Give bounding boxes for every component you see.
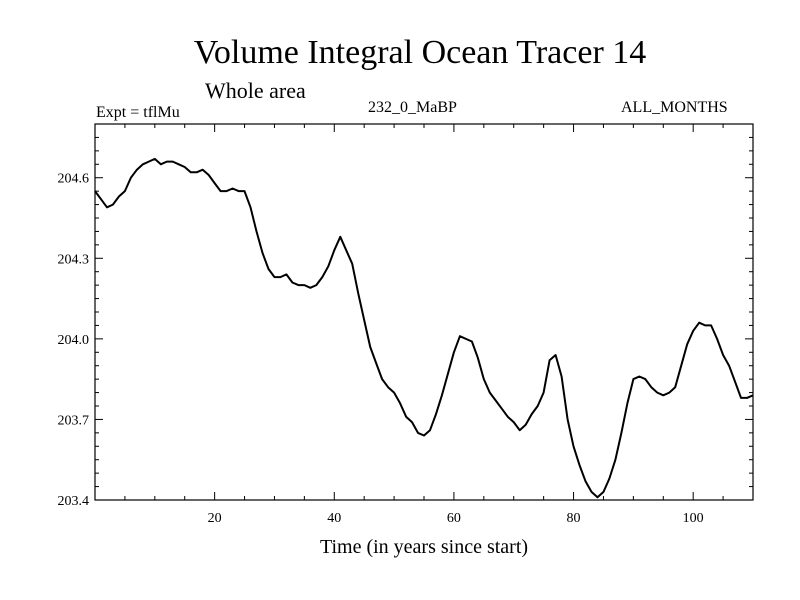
y-tick-label: 203.4 [58,494,90,509]
x-tick-label: 40 [327,511,341,526]
experiment-label: Expt = tflMu [96,104,180,121]
y-tick-label: 204.0 [58,333,90,348]
y-tick-label: 203.7 [58,413,90,428]
series-line [94,157,754,499]
axis-tick-labels: 20 40 60 80 100 203.4 203.7 204.0 204.3 204.6 [58,172,704,526]
x-axis-label: Time (in years since start) [319,536,529,558]
x-tick-label: 100 [683,511,704,526]
x-tick-label: 60 [447,511,461,526]
x-tick-label: 80 [567,511,581,526]
period-label: 232_0_MaBP [368,99,457,116]
plot-frame [94,123,754,501]
months-label: ALL_MONTHS [621,99,728,116]
axis-ticks [95,124,753,500]
x-tick-label: 20 [208,511,222,526]
y-tick-label: 204.6 [58,172,90,187]
chart-title: Volume Integral Ocean Tracer 14 [193,34,647,71]
chart-subtitle: Whole area [205,78,306,103]
y-tick-label: 204.3 [58,252,90,267]
